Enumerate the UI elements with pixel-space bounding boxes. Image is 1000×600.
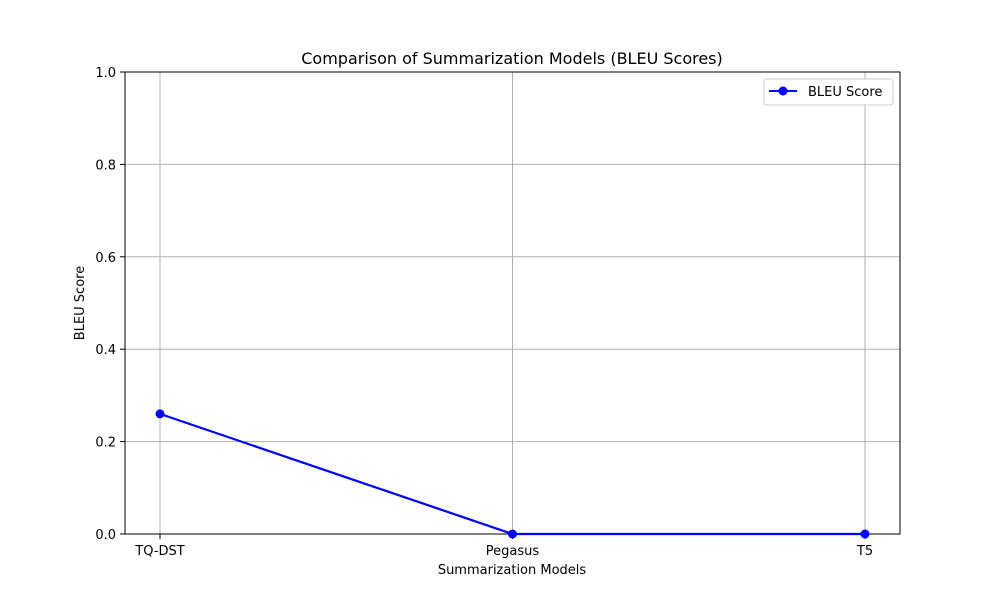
- y-tick-label: 0.0: [95, 528, 116, 543]
- x-axis: TQ-DST Pegasus T5: [134, 534, 873, 559]
- legend-label: BLEU Score: [808, 85, 882, 100]
- x-tick-label: T5: [856, 544, 873, 559]
- y-tick-label: 0.6: [95, 251, 116, 266]
- x-tick-label: TQ-DST: [134, 544, 184, 559]
- data-point: [508, 529, 517, 539]
- data-point: [860, 529, 870, 539]
- legend: BLEU Score: [763, 78, 894, 106]
- y-axis-label: BLEU Score: [73, 266, 88, 340]
- data-point: [155, 409, 165, 419]
- x-tick-label: Pegasus: [486, 544, 540, 559]
- series-layer: [155, 409, 870, 539]
- legend-box: [763, 78, 894, 106]
- x-axis-label: Summarization Models: [438, 563, 587, 578]
- grid: [125, 71, 900, 535]
- y-tick-label: 0.2: [95, 436, 116, 451]
- chart-title: Comparison of Summarization Models (BLEU…: [301, 49, 723, 68]
- legend-marker: [778, 86, 788, 96]
- y-tick-label: 0.4: [95, 343, 116, 358]
- y-axis: 0.0 0.2 0.4 0.6 0.8 1.0: [95, 66, 125, 543]
- y-tick-label: 1.0: [95, 66, 116, 81]
- y-tick-label: 0.8: [95, 158, 116, 173]
